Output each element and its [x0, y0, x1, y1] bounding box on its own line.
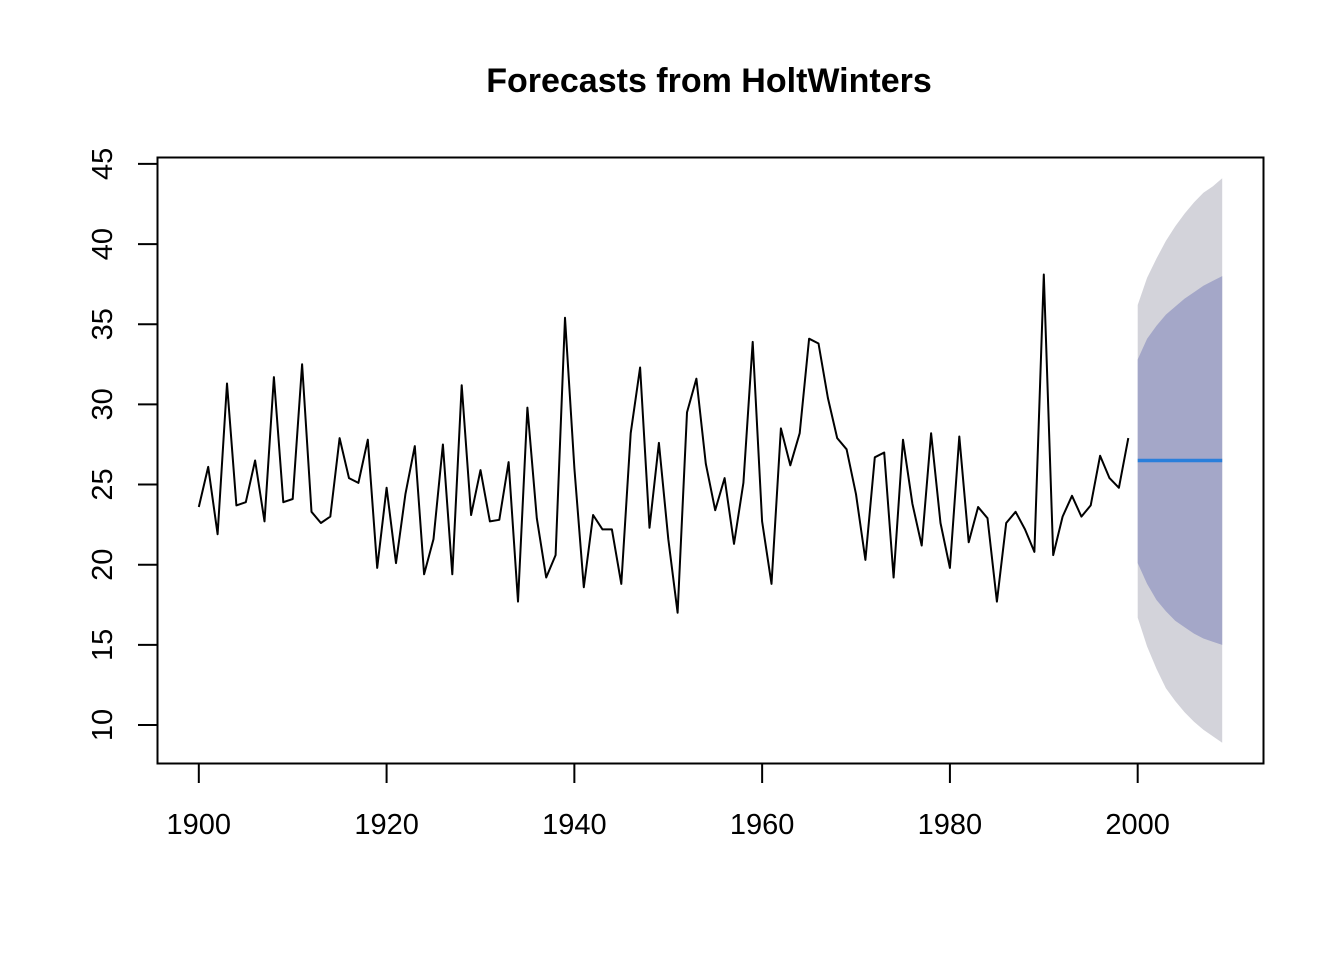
y-tick-label: 15 — [87, 629, 119, 661]
y-tick-label: 10 — [87, 709, 119, 741]
y-tick-label: 20 — [87, 549, 119, 581]
plot-frame — [156, 156, 1265, 765]
series-line-observed — [197, 273, 1130, 614]
x-tick-label: 2000 — [1105, 809, 1170, 841]
y-tick-label: 45 — [87, 148, 119, 180]
x-tick-label: 1920 — [354, 809, 419, 841]
y-tick-label: 40 — [87, 228, 119, 260]
x-tick-label: 1900 — [167, 809, 232, 841]
chart-title: Forecasts from HoltWinters — [486, 62, 932, 100]
x-axis: 1900 1920 1940 1960 1980 2000 — [167, 762, 1170, 841]
y-tick-label: 35 — [87, 308, 119, 340]
y-tick-label: 25 — [87, 468, 119, 500]
x-tick-label: 1980 — [918, 809, 983, 841]
series-lines — [197, 273, 1223, 614]
y-axis: 10 15 20 25 30 35 40 45 — [87, 148, 159, 741]
x-tick-label: 1940 — [542, 809, 607, 841]
x-tick-label: 1960 — [730, 809, 795, 841]
y-tick-label: 30 — [87, 388, 119, 420]
